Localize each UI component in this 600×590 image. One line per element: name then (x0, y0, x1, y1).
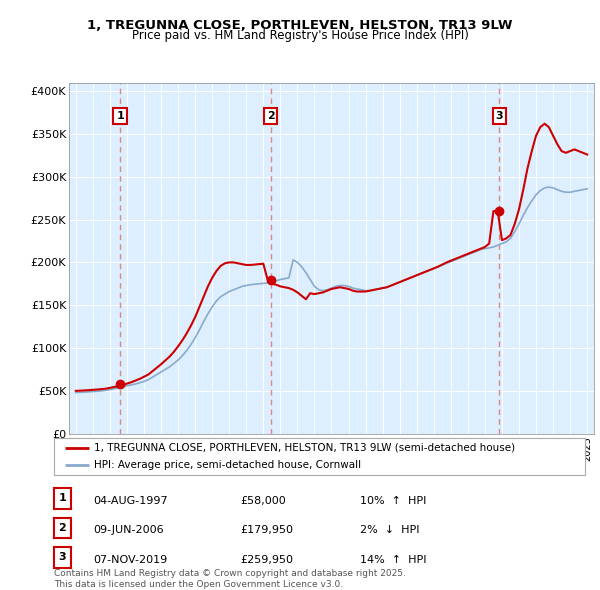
Text: 07-NOV-2019: 07-NOV-2019 (93, 555, 167, 565)
Text: 09-JUN-2006: 09-JUN-2006 (93, 525, 164, 535)
Text: 1, TREGUNNA CLOSE, PORTHLEVEN, HELSTON, TR13 9LW (semi-detached house): 1, TREGUNNA CLOSE, PORTHLEVEN, HELSTON, … (94, 443, 515, 453)
Text: 2: 2 (59, 523, 66, 533)
Text: 14%  ↑  HPI: 14% ↑ HPI (360, 555, 427, 565)
Text: 3: 3 (496, 111, 503, 121)
Text: £179,950: £179,950 (240, 525, 293, 535)
Text: 2%  ↓  HPI: 2% ↓ HPI (360, 525, 419, 535)
Text: 10%  ↑  HPI: 10% ↑ HPI (360, 496, 427, 506)
Text: 3: 3 (59, 552, 66, 562)
Text: 2: 2 (267, 111, 275, 121)
Text: HPI: Average price, semi-detached house, Cornwall: HPI: Average price, semi-detached house,… (94, 460, 361, 470)
Text: 1: 1 (59, 493, 66, 503)
Text: 1, TREGUNNA CLOSE, PORTHLEVEN, HELSTON, TR13 9LW: 1, TREGUNNA CLOSE, PORTHLEVEN, HELSTON, … (87, 19, 513, 32)
Text: Contains HM Land Registry data © Crown copyright and database right 2025.
This d: Contains HM Land Registry data © Crown c… (54, 569, 406, 589)
Text: £58,000: £58,000 (240, 496, 286, 506)
Text: 04-AUG-1997: 04-AUG-1997 (93, 496, 167, 506)
Text: £259,950: £259,950 (240, 555, 293, 565)
Text: 1: 1 (116, 111, 124, 121)
Text: Price paid vs. HM Land Registry's House Price Index (HPI): Price paid vs. HM Land Registry's House … (131, 30, 469, 42)
